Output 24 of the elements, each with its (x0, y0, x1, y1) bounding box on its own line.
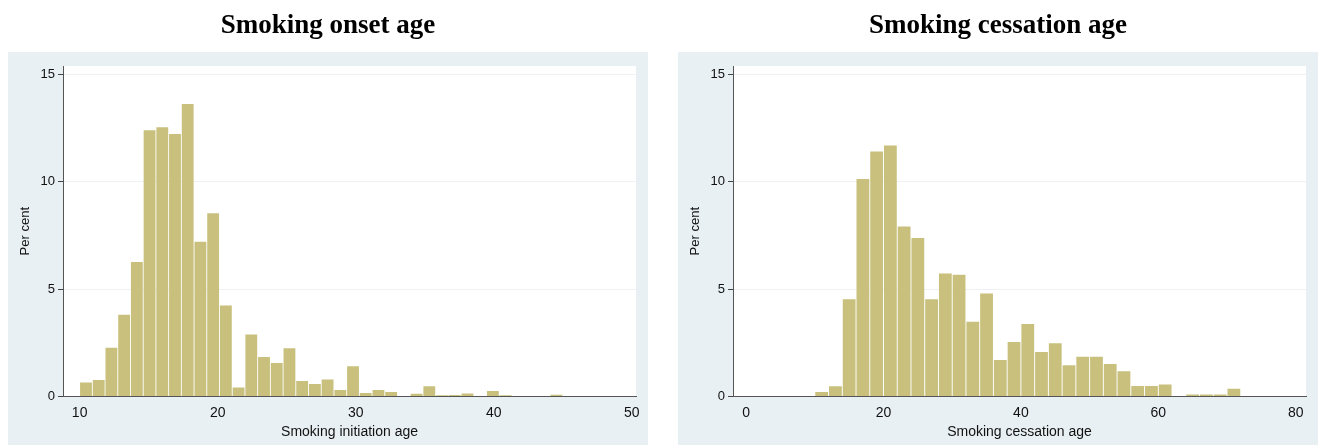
chart-title: Smoking cessation age (868, 8, 1128, 41)
y-tick-label: 15 (710, 66, 726, 82)
x-tick-label: 40 (486, 403, 502, 420)
x-tick-label: 20 (875, 403, 892, 420)
x-tick-label: 50 (624, 403, 640, 420)
x-tick-label: 40 (1013, 403, 1029, 420)
x-tick-label: 80 (1287, 403, 1304, 420)
y-tick-label: 10 (710, 173, 726, 189)
x-tick-label: 30 (347, 403, 364, 420)
y-tick-label: 5 (47, 280, 56, 296)
x-axis-title: Smoking initiation age (281, 423, 419, 440)
y-tick-label: 10 (40, 173, 56, 189)
x-tick-label: 20 (209, 403, 226, 420)
x-tick-label: 0 (742, 403, 751, 420)
x-tick-label: 60 (1150, 403, 1167, 420)
y-tick-label: 5 (717, 280, 726, 296)
y-axis-title: Per cent (17, 206, 33, 256)
chart-title: Smoking onset age (219, 8, 437, 41)
x-axis-title: Smoking cessation age (947, 423, 1093, 440)
x-tick-label: 10 (71, 403, 88, 420)
y-tick-label: 0 (47, 387, 56, 403)
y-axis-title: Per cent (687, 206, 703, 256)
y-tick-label: 15 (40, 66, 56, 82)
y-tick-label: 0 (717, 387, 726, 403)
